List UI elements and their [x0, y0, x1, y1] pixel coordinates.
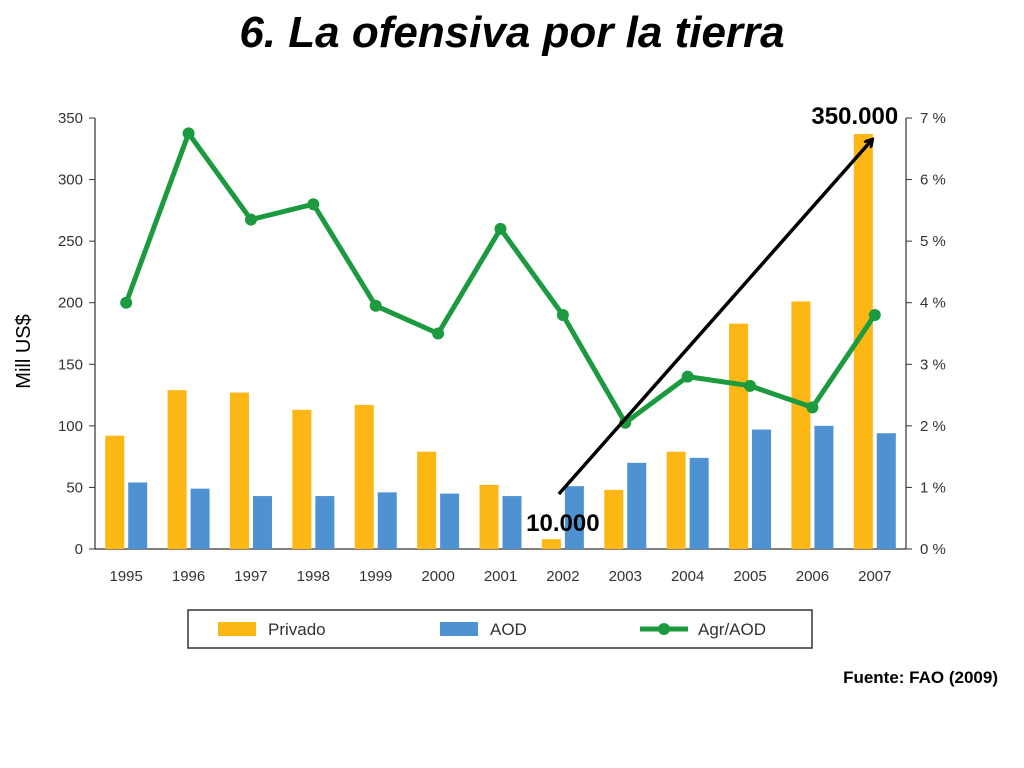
y2-tick-label: 3 %: [920, 356, 946, 373]
legend-label-agr-aod: Agr/AOD: [698, 620, 766, 639]
chart-legend: Privado AOD Agr/AOD: [187, 609, 813, 649]
bar-aod-2000: [440, 493, 460, 549]
legend-label-privado: Privado: [268, 620, 326, 639]
x-tick-label: 1995: [110, 568, 143, 585]
slide-title: 6. La ofensiva por la tierra: [239, 8, 785, 57]
point-agr-aod-1995: [120, 296, 133, 309]
legend-label-aod: AOD: [490, 620, 527, 639]
y-tick-label: 150: [58, 356, 83, 373]
chart-line-series: [120, 127, 881, 429]
y-tick-label: 100: [58, 418, 83, 435]
y2-tick-label: 1 %: [920, 479, 946, 496]
bar-privado-1995: [105, 435, 125, 549]
point-agr-aod-1996: [182, 127, 195, 140]
source-note: Fuente: FAO (2009): [843, 668, 998, 687]
legend-swatch-aod: [440, 622, 478, 636]
chart-bars: [105, 134, 896, 549]
x-tick-label: 2006: [796, 568, 829, 585]
bar-privado-2000: [417, 451, 437, 549]
point-agr-aod-2005: [744, 379, 757, 392]
bar-aod-2001: [502, 496, 522, 549]
y-tick-label: 300: [58, 172, 83, 189]
bar-aod-2006: [814, 425, 834, 549]
x-tick-label: 1997: [234, 568, 267, 585]
point-agr-aod-1998: [307, 198, 320, 211]
bar-privado-1999: [354, 404, 374, 549]
x-tick-label: 1999: [359, 568, 392, 585]
x-tick-label: 1996: [172, 568, 205, 585]
y2-tick-label: 2 %: [920, 418, 946, 435]
bar-privado-2003: [604, 489, 624, 549]
x-tick-label: 2007: [858, 568, 891, 585]
x-tick-label: 1998: [297, 568, 330, 585]
legend-swatch-marker: [658, 623, 670, 635]
y2-tick-label: 5 %: [920, 233, 946, 250]
y-tick-label: 350: [58, 110, 83, 127]
bar-aod-1995: [128, 482, 148, 549]
legend-box: [187, 609, 813, 649]
bar-privado-2005: [729, 323, 749, 549]
x-tick-label: 2003: [609, 568, 642, 585]
point-agr-aod-2006: [806, 401, 819, 414]
bar-aod-1997: [252, 496, 272, 549]
legend-swatch-privado: [218, 622, 256, 636]
annotation-10000: 10.000: [526, 510, 599, 537]
growth-arrow: [557, 140, 872, 496]
bar-aod-1998: [315, 496, 335, 549]
bar-aod-2007: [876, 433, 896, 549]
bar-privado-2006: [791, 301, 811, 549]
point-agr-aod-2004: [681, 370, 694, 383]
bar-aod-2002: [564, 486, 584, 549]
y2-tick-label: 7 %: [920, 110, 946, 127]
x-tick-label: 2005: [733, 568, 766, 585]
bar-privado-2002: [541, 539, 561, 549]
bar-aod-1996: [190, 488, 210, 549]
y-axis-label: Mill US$: [13, 314, 35, 388]
y2-tick-label: 6 %: [920, 172, 946, 189]
y2-tick-label: 4 %: [920, 295, 946, 312]
x-tick-label: 2001: [484, 568, 517, 585]
point-agr-aod-2007: [868, 309, 881, 322]
line-agr-aod: [123, 130, 877, 426]
x-tick-label: 2004: [671, 568, 704, 585]
bar-aod-1999: [377, 492, 397, 549]
point-agr-aod-1997: [244, 213, 257, 226]
bar-aod-2005: [752, 429, 772, 549]
y2-tick-label: 0 %: [920, 541, 946, 558]
point-agr-aod-2000: [432, 327, 445, 340]
point-agr-aod-2002: [556, 309, 569, 322]
chart-annotations: 10.000 350.000: [526, 103, 898, 537]
bar-privado-1997: [229, 392, 249, 549]
bar-aod-2004: [689, 457, 709, 549]
bar-privado-1998: [292, 409, 312, 549]
y-tick-label: 50: [66, 479, 83, 496]
bar-privado-2001: [479, 484, 499, 549]
annotation-350000: 350.000: [811, 103, 898, 130]
x-tick-label: 2000: [421, 568, 454, 585]
bar-privado-1996: [167, 390, 187, 549]
bar-privado-2007: [853, 134, 873, 549]
bar-aod-2003: [627, 462, 647, 549]
point-agr-aod-1999: [369, 299, 382, 312]
bar-privado-2004: [666, 451, 686, 549]
y-tick-label: 0: [75, 541, 83, 558]
y-tick-label: 250: [58, 233, 83, 250]
y-tick-label: 200: [58, 295, 83, 312]
x-tick-label: 2002: [546, 568, 579, 585]
point-agr-aod-2001: [494, 222, 507, 235]
